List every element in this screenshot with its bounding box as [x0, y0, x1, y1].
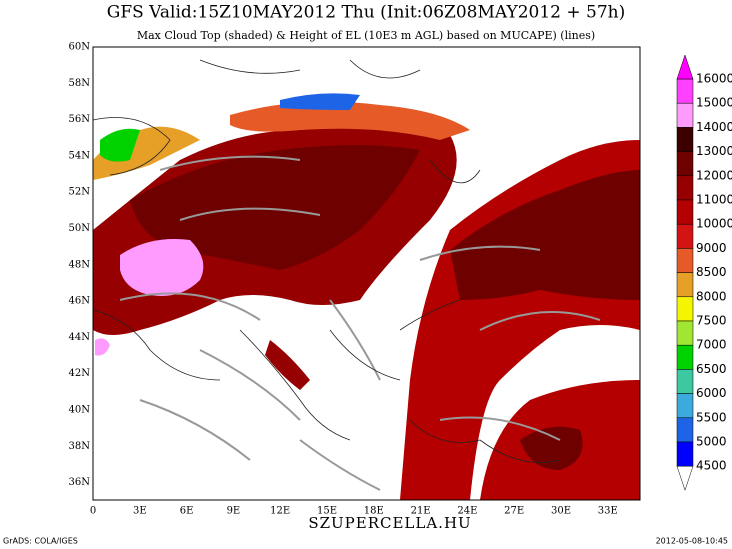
lon-label: 30E	[551, 506, 571, 517]
lat-label: 46N	[69, 296, 91, 307]
lat-label: 38N	[69, 441, 91, 452]
lon-label: 0	[90, 506, 96, 517]
colorbar-label: 8000	[696, 289, 727, 303]
lat-label: 58N	[69, 78, 91, 89]
colorbar-label: 9000	[696, 241, 727, 255]
lat-label: 56N	[69, 114, 91, 125]
colorbar-label: 6000	[696, 386, 727, 400]
lat-label: 36N	[69, 477, 91, 488]
footer-right: 2012-05-08-10:45	[656, 537, 728, 546]
lat-label: 50N	[69, 223, 91, 234]
colorbar-box	[676, 199, 694, 225]
lon-label: 12E	[270, 506, 290, 517]
colorbar-label: 6500	[696, 362, 727, 376]
colorbar-box	[676, 127, 694, 152]
colorbar-box	[676, 393, 694, 419]
colorbar-label: 7500	[696, 314, 727, 328]
colorbar-label: 15000	[696, 96, 732, 110]
colorbar-box	[676, 78, 694, 104]
footer-left: GrADS: COLA/IGES	[3, 537, 78, 546]
colorbar-label: 7000	[696, 338, 727, 352]
colorbar-label: 4500	[696, 459, 727, 473]
lon-label: 9E	[227, 506, 241, 517]
lon-label: 15E	[317, 506, 337, 517]
footer-center: SZUPERCELLA.HU	[308, 514, 471, 532]
colorbar-label: 13000	[696, 144, 732, 158]
lon-label: 6E	[180, 506, 194, 517]
lat-label: 54N	[69, 150, 91, 161]
colorbar-over	[676, 54, 694, 80]
lon-label: 24E	[457, 506, 477, 517]
colorbar-label: 8500	[696, 265, 727, 279]
colorbar-box	[676, 320, 694, 346]
lon-label: 33E	[598, 506, 618, 517]
colorbar-label: 5000	[696, 435, 727, 449]
colorbar-box	[676, 272, 694, 298]
lon-label: 18E	[364, 506, 384, 517]
map-frame	[92, 46, 641, 501]
colorbar-label: 11000	[696, 193, 732, 207]
lat-label: 60N	[69, 42, 91, 53]
colorbar-box	[676, 151, 694, 177]
colorbar-box	[676, 248, 694, 273]
colorbar-box	[676, 175, 694, 201]
colorbar-box	[676, 223, 694, 249]
lon-label: 3E	[133, 506, 147, 517]
lat-label: 48N	[69, 259, 91, 270]
map-field	[93, 47, 640, 500]
colorbar-label: 5500	[696, 410, 727, 424]
colorbar-box	[676, 369, 694, 394]
colorbar-box	[676, 417, 694, 443]
lat-label: 42N	[69, 368, 91, 379]
lat-label: 44N	[69, 332, 91, 343]
lat-label: 40N	[69, 405, 91, 416]
colorbar-box	[676, 344, 694, 370]
colorbar-box	[676, 441, 694, 467]
colorbar-label: 16000	[696, 72, 732, 86]
colorbar-label: 12000	[696, 168, 732, 182]
colorbar-label: 14000	[696, 120, 732, 134]
subtitle: Max Cloud Top (shaded) & Height of EL (1…	[137, 29, 595, 42]
lon-label: 27E	[504, 506, 524, 517]
colorbar-under	[676, 465, 694, 491]
colorbar-label: 10000	[696, 217, 732, 231]
colorbar-box	[676, 296, 694, 322]
lon-label: 21E	[411, 506, 431, 517]
colorbar-box	[676, 102, 694, 128]
lat-label: 52N	[69, 187, 91, 198]
title: GFS Valid:15Z10MAY2012 Thu (Init:06Z08MA…	[107, 3, 625, 23]
